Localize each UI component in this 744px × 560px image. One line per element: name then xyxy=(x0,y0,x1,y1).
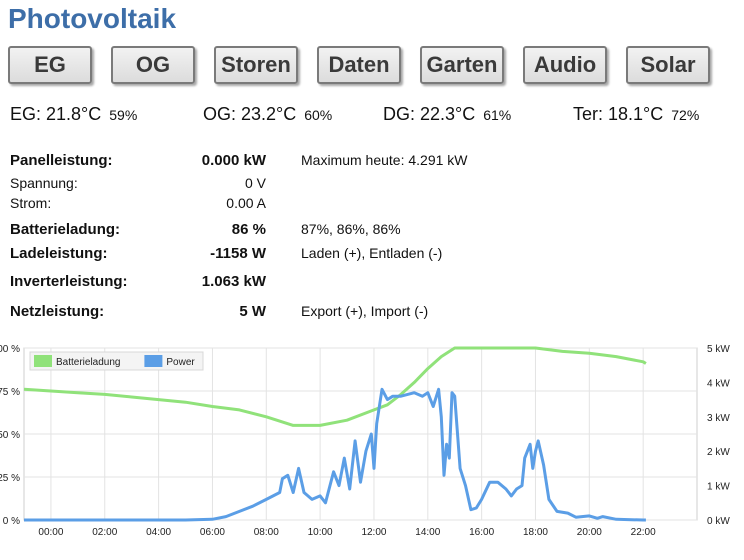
row-label: Strom: xyxy=(10,195,52,211)
y-right-tick-label: 3 kW xyxy=(707,413,730,424)
nav-button-garten[interactable]: Garten xyxy=(420,46,504,84)
x-tick-label: 08:00 xyxy=(254,527,279,538)
y-left-tick-label: 0 % xyxy=(3,516,20,527)
nav-button-audio[interactable]: Audio xyxy=(523,46,607,84)
y-right-tick-label: 1 kW xyxy=(707,482,730,493)
battery-charge-row: Batterieladung: 86 % 87%, 86%, 86% xyxy=(10,221,710,241)
nav-bar: EG OG Storen Daten Garten Audio Solar xyxy=(8,46,728,86)
nav-button-eg[interactable]: EG xyxy=(8,46,92,84)
nav-button-solar[interactable]: Solar xyxy=(626,46,710,84)
y-right-tick-label: 0 kW xyxy=(707,516,730,527)
row-note: Maximum heute: 4.291 kW xyxy=(301,152,468,168)
y-left-tick-label: 50 % xyxy=(0,430,20,441)
y-left-tick-label: 75 % xyxy=(0,387,20,398)
legend-label: Power xyxy=(166,357,195,368)
x-tick-label: 04:00 xyxy=(146,527,171,538)
y-left-tick-label: 100 % xyxy=(0,344,20,355)
y-left-tick-label: 25 % xyxy=(0,473,20,484)
row-value: 0 V xyxy=(244,175,266,191)
row-label: Inverterleistung: xyxy=(10,273,128,290)
y-right-tick-label: 5 kW xyxy=(707,344,730,355)
row-note: 87%, 86%, 86% xyxy=(301,221,401,237)
inverter-power-row: Inverterleistung: 1.063 kW xyxy=(10,273,710,293)
x-tick-label: 02:00 xyxy=(92,527,117,538)
series-line-power xyxy=(24,387,646,522)
page-title: Photovoltaik xyxy=(8,3,177,34)
climate-humidity: 60% xyxy=(304,107,333,123)
row-value: 1.063 kW xyxy=(201,273,266,290)
y-right-tick-label: 2 kW xyxy=(707,447,730,458)
row-value: 0.00 A xyxy=(226,195,266,211)
legend-swatch xyxy=(144,355,163,367)
climate-dg: DG: 22.3°C 61% xyxy=(383,104,511,128)
climate-humidity: 72% xyxy=(671,107,700,123)
climate-temperature: OG: 23.2°C xyxy=(203,104,297,124)
row-label: Netzleistung: xyxy=(10,303,105,320)
grid-power-row: Netzleistung: 5 W Export (+), Import (-) xyxy=(10,303,710,323)
row-value: 0.000 kW xyxy=(201,152,266,169)
x-tick-label: 00:00 xyxy=(38,527,63,538)
x-tick-label: 22:00 xyxy=(631,527,656,538)
row-note: Export (+), Import (-) xyxy=(301,303,429,319)
row-value: 5 W xyxy=(239,303,266,320)
row-label: Panelleistung: xyxy=(10,152,113,169)
x-tick-label: 20:00 xyxy=(577,527,602,538)
climate-temperature: DG: 22.3°C xyxy=(383,104,476,124)
climate-temperature: Ter: 18.1°C xyxy=(573,104,664,124)
climate-terrasse: Ter: 18.1°C 72% xyxy=(573,104,699,128)
voltage-row: Spannung: 0 V xyxy=(10,175,710,195)
charge-power-row: Ladeleistung: -1158 W Laden (+), Entlade… xyxy=(10,245,710,265)
row-label: Ladeleistung: xyxy=(10,245,108,262)
nav-button-og[interactable]: OG xyxy=(111,46,195,84)
panel-power-row: Panelleistung: 0.000 kW Maximum heute: 4… xyxy=(10,152,710,172)
legend-label: Batterieladung xyxy=(56,357,121,368)
climate-humidity: 61% xyxy=(483,107,512,123)
x-tick-label: 16:00 xyxy=(469,527,494,538)
climate-temperature: EG: 21.8°C xyxy=(10,104,102,124)
row-value: 86 % xyxy=(231,221,266,238)
nav-button-daten[interactable]: Daten xyxy=(317,46,401,84)
x-tick-label: 14:00 xyxy=(415,527,440,538)
x-tick-label: 12:00 xyxy=(361,527,386,538)
x-tick-label: 10:00 xyxy=(308,527,333,538)
row-label: Spannung: xyxy=(10,175,78,191)
climate-og: OG: 23.2°C 60% xyxy=(203,104,332,128)
row-value: -1158 W xyxy=(210,245,266,262)
nav-button-storen[interactable]: Storen xyxy=(214,46,298,84)
row-label: Batterieladung: xyxy=(10,221,121,238)
climate-humidity: 59% xyxy=(109,107,138,123)
current-row: Strom: 0.00 A xyxy=(10,195,710,215)
power-chart: 00:00 02:00 04:00 06:00 08:00 10:00 12:00 14:00… xyxy=(0,344,730,538)
legend-swatch xyxy=(34,355,52,367)
climate-eg: EG: 21.8°C 59% xyxy=(10,104,137,128)
y-right-tick-label: 4 kW xyxy=(707,378,730,389)
x-tick-label: 18:00 xyxy=(523,527,548,538)
x-tick-label: 06:00 xyxy=(200,527,225,538)
row-note: Laden (+), Entladen (-) xyxy=(301,245,443,261)
